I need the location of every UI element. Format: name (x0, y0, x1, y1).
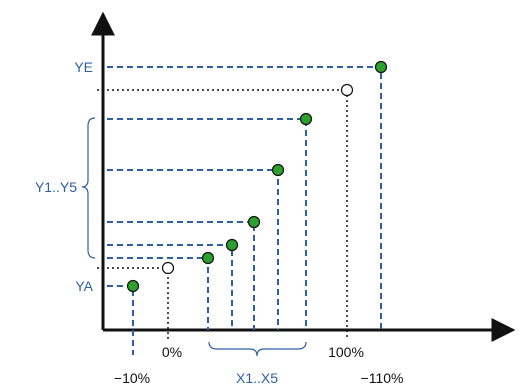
label-y-range: Y1..Y5 (35, 179, 77, 195)
point-0pct (161, 261, 175, 275)
label-zero-pct: 0% (162, 344, 182, 360)
data-points (126, 60, 388, 293)
label-x-range: X1..X5 (236, 370, 278, 386)
point-y5 (299, 112, 313, 126)
point-y4 (271, 163, 285, 177)
y-range-brace (81, 117, 96, 259)
point-y3 (247, 215, 261, 229)
label-minus-hundred-ten-pct: −110% (361, 370, 404, 386)
point-y1 (201, 251, 215, 265)
guide-lines-blue (107, 66, 382, 355)
label-minus-ten-pct: −10% (114, 370, 150, 386)
label-ye: YE (74, 59, 93, 75)
label-hundred-pct: 100% (328, 344, 364, 360)
guide-lines-black (97, 89, 348, 340)
point-ye (374, 60, 388, 74)
x-range-brace (208, 341, 307, 357)
point-ya (126, 279, 140, 293)
label-ya: YA (75, 278, 93, 294)
point-100pct (340, 83, 354, 97)
point-y2 (225, 238, 239, 252)
